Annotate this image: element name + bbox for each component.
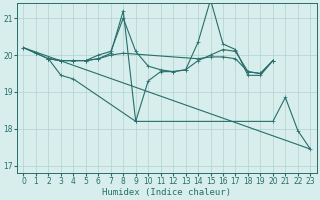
X-axis label: Humidex (Indice chaleur): Humidex (Indice chaleur) [102, 188, 231, 197]
